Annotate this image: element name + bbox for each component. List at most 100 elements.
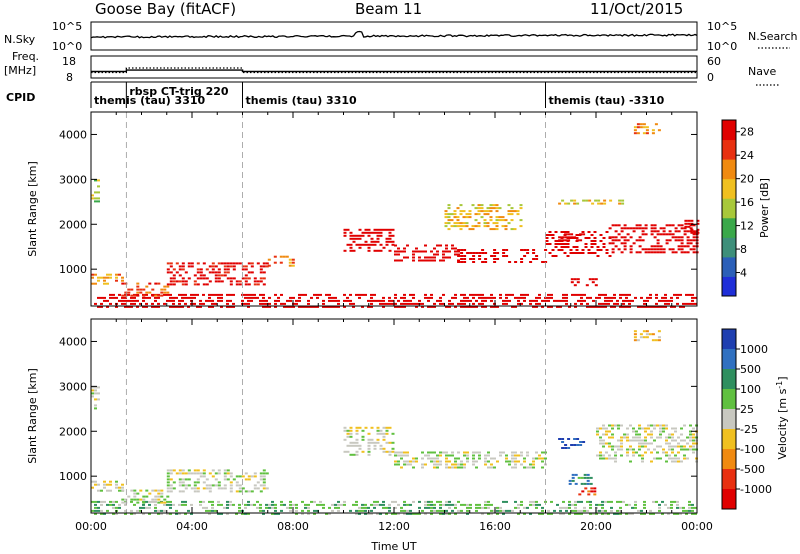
echo-cell [376,503,379,506]
echo-cell [178,469,182,472]
echo-cell [190,472,194,475]
echo-cell [691,302,694,305]
echo-cell [601,506,604,509]
echo-cell [259,265,263,268]
echo-region [578,487,597,496]
echo-cell [620,230,624,233]
echo-cell [97,392,100,395]
echo-cell [346,243,350,246]
echo-cell [277,296,280,299]
echo-cell [680,239,684,242]
echo-cell [544,299,547,302]
echo-region [166,262,269,286]
echo-cell [253,283,257,286]
echo-cell [337,500,340,503]
echo-cell [430,259,433,262]
echo-cell [94,512,97,515]
echo-cell [480,204,484,207]
echo-cell [633,339,637,342]
echo-cell [307,305,310,308]
echo-cell [394,454,397,457]
echo-cell [223,484,227,487]
echo-cell [608,236,612,239]
echo-cell [406,302,409,305]
echo-cell [607,302,610,305]
echo-cell [638,224,642,227]
echo-cell [97,489,100,492]
echo-cell [208,490,212,493]
echo-cell [172,302,175,305]
echo-cell [662,248,666,251]
echo-cell [442,509,445,512]
echo-cell [211,509,214,512]
echo-cell [187,509,190,512]
echo-cell [118,299,121,302]
echo-cell [489,204,493,207]
echo-cell [662,227,666,230]
echo-cell [535,299,538,302]
echo-cell [620,448,623,451]
echo-cell [599,442,602,445]
echo-cell [677,460,680,463]
echo-cell [692,433,695,436]
echo-cell [286,299,289,302]
echo-cell [217,487,221,490]
echo-cell [475,305,478,308]
echo-cell [415,305,418,308]
echo-cell [639,336,643,339]
echo-cell [181,490,185,493]
echo-cell [680,242,684,245]
echo-cell [442,250,445,253]
echo-cell [502,509,505,512]
echo-cell [172,469,176,472]
echo-cell [424,256,427,259]
echo-cell [415,457,418,460]
echo-cell [190,265,194,268]
echo-cell [608,430,611,433]
echo-cell [683,245,687,248]
power-echoes [91,123,700,308]
echo-cell [178,484,182,487]
echo-cell [253,487,257,490]
echo-cell [208,500,211,503]
echo-cell [639,126,643,129]
echo-cell [632,436,635,439]
echo-cell [632,230,636,233]
echo-cell [259,503,262,506]
echo-cell [551,234,555,236]
echo-cell [409,460,412,463]
echo-cell [352,305,355,308]
echo-cell [103,296,106,299]
echo-cell [427,503,430,506]
velocity-colorbar-tick-label: -1000 [740,483,772,496]
echo-cell [596,255,600,257]
echo-cell [481,249,485,251]
echo-cell [373,503,376,506]
echo-cell [214,265,218,268]
echo-cell [193,472,197,475]
echo-cell [683,424,686,427]
echo-cell [349,441,353,444]
echo-cell [490,299,493,302]
echo-cell [367,299,370,302]
echo-cell [403,247,406,250]
echo-cell [403,250,406,253]
echo-cell [671,224,675,227]
echo-cell [388,426,392,429]
echo-cell [469,299,472,302]
echo-cell [445,512,448,515]
echo-cell [394,451,397,454]
echo-cell [361,503,364,506]
echo-cell [544,457,547,460]
echo-cell [656,230,660,233]
echo-cell [349,231,353,234]
echo-cell [127,299,130,302]
echo-cell [472,457,475,460]
echo-cell [154,509,157,512]
echo-cell [211,506,214,509]
freq-panel: Freq. [MHz] 18 8 60 0 Nave [4,50,780,86]
echo-cell [208,487,212,490]
echo-cell [579,441,583,443]
echo-cell [370,441,374,444]
echo-cell [668,436,671,439]
